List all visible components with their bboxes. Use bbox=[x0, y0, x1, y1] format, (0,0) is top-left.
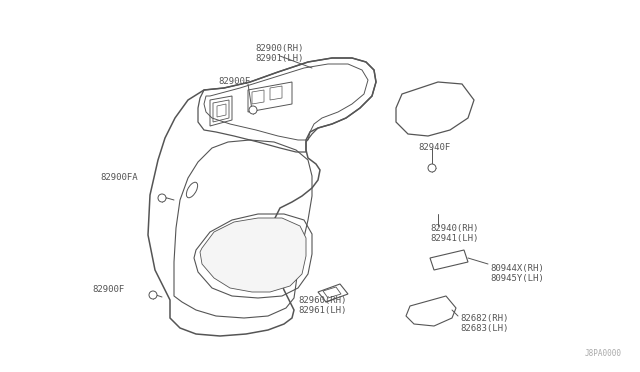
Text: 80944X(RH): 80944X(RH) bbox=[490, 263, 544, 273]
Text: 82900(RH): 82900(RH) bbox=[256, 44, 304, 52]
Text: 82940(RH): 82940(RH) bbox=[430, 224, 478, 232]
Ellipse shape bbox=[428, 164, 436, 172]
Text: 82940F: 82940F bbox=[418, 144, 451, 153]
Text: 80945Y(LH): 80945Y(LH) bbox=[490, 273, 544, 282]
Text: 82960(RH): 82960(RH) bbox=[298, 295, 346, 305]
Text: 82900FA: 82900FA bbox=[100, 173, 138, 183]
Ellipse shape bbox=[249, 106, 257, 114]
Text: 82900F: 82900F bbox=[92, 285, 124, 295]
Text: 82941(LH): 82941(LH) bbox=[430, 234, 478, 243]
Text: J8PA0000: J8PA0000 bbox=[585, 349, 622, 358]
Text: 82683(LH): 82683(LH) bbox=[460, 324, 508, 333]
Polygon shape bbox=[200, 218, 306, 292]
Text: 82901(LH): 82901(LH) bbox=[256, 54, 304, 62]
Text: 82900F: 82900F bbox=[218, 77, 250, 87]
Ellipse shape bbox=[149, 291, 157, 299]
Ellipse shape bbox=[158, 194, 166, 202]
Text: 82961(LH): 82961(LH) bbox=[298, 305, 346, 314]
Text: 82682(RH): 82682(RH) bbox=[460, 314, 508, 323]
